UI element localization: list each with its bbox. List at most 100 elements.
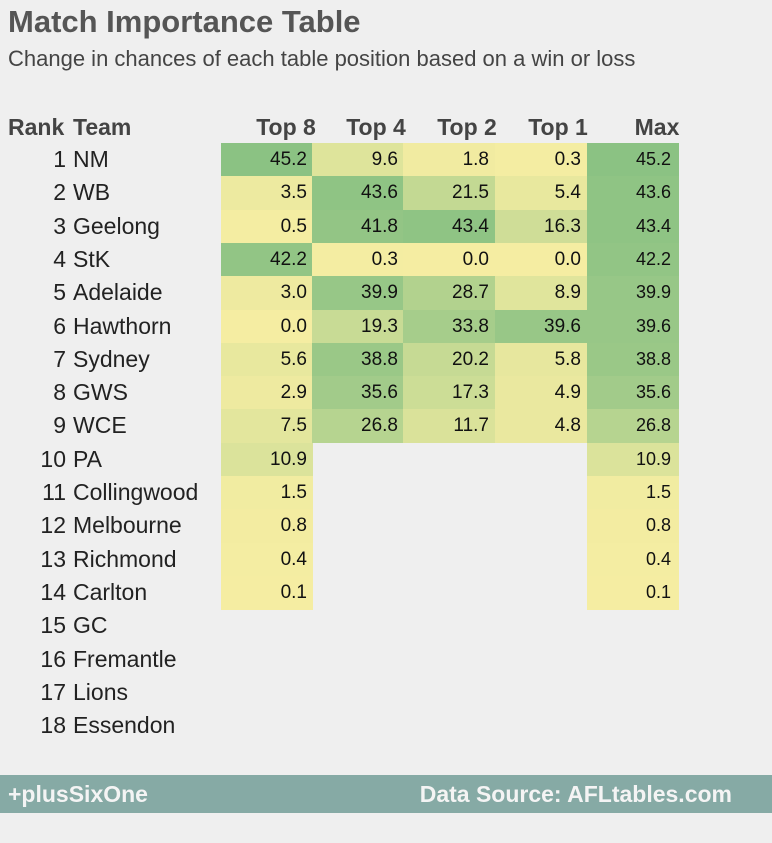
heat-cell: 41.8 <box>312 209 404 244</box>
heat-cell: 0.8 <box>221 509 313 544</box>
team-label: WB <box>73 179 111 206</box>
heat-cell: 39.9 <box>312 276 404 310</box>
header-top2: Top 2 <box>437 114 497 140</box>
chart-title: Match Importance Table <box>8 4 361 39</box>
heat-cell: 39.6 <box>587 309 679 344</box>
heat-cell: 8.9 <box>495 276 587 310</box>
heat-cell: 10.9 <box>587 442 679 477</box>
heat-cell: 21.5 <box>403 176 495 211</box>
heat-cell: 0.3 <box>312 242 404 277</box>
header-top4: Top 4 <box>346 114 406 140</box>
heat-cell: 0.0 <box>221 309 313 344</box>
rank-label: 16 <box>40 645 66 672</box>
heat-cell: 0.1 <box>221 575 313 610</box>
heat-cell: 20.2 <box>403 342 495 377</box>
team-label: PA <box>73 445 102 472</box>
heat-cell: 4.9 <box>495 376 587 410</box>
heat-cell: 0.0 <box>495 242 587 277</box>
team-label: Essendon <box>73 712 176 739</box>
rank-label: 2 <box>53 179 66 206</box>
rank-label: 11 <box>42 479 66 505</box>
heat-cell: 43.4 <box>403 209 495 244</box>
heat-cell: 3.0 <box>221 276 313 310</box>
heat-cell: 7.5 <box>221 409 313 444</box>
chart-subtitle: Change in chances of each table position… <box>8 46 636 71</box>
heat-cell: 9.6 <box>312 143 404 177</box>
heat-cell: 45.2 <box>587 143 679 177</box>
heat-cell: 42.2 <box>587 242 679 277</box>
rank-label: 7 <box>53 345 66 372</box>
heat-cell: 0.5 <box>221 209 313 244</box>
heat-cell: 0.1 <box>587 575 679 610</box>
rank-label: 3 <box>53 212 66 239</box>
heat-cell: 26.8 <box>312 409 404 444</box>
footer-bar: +plusSixOne Data Source: AFLtables.com <box>0 775 772 813</box>
heat-cell: 43.4 <box>587 209 679 244</box>
heat-cell: 0.4 <box>221 542 313 577</box>
heat-cell: 17.3 <box>403 376 495 410</box>
heat-cell: 3.5 <box>221 176 313 211</box>
team-label: GWS <box>73 379 128 406</box>
team-label: Adelaide <box>73 279 163 306</box>
heat-cell: 38.8 <box>587 342 679 377</box>
heat-cell: 5.8 <box>495 342 587 377</box>
heat-cell: 43.6 <box>312 176 404 211</box>
team-label: Melbourne <box>73 512 182 539</box>
team-label: Fremantle <box>73 645 177 672</box>
heat-cell: 1.8 <box>403 143 495 177</box>
rank-label: 4 <box>53 245 66 272</box>
team-label: Hawthorn <box>73 312 172 339</box>
heat-cell: 4.8 <box>495 409 587 444</box>
team-label: Sydney <box>73 345 150 372</box>
heat-cell: 43.6 <box>587 176 679 211</box>
heat-cell: 11.7 <box>403 409 495 444</box>
heat-cell: 28.7 <box>403 276 495 310</box>
heat-cell: 5.4 <box>495 176 587 211</box>
rank-label: 8 <box>53 379 66 406</box>
heat-cell: 26.8 <box>587 409 679 444</box>
heat-cell: 39.6 <box>495 309 587 344</box>
header-top8: Top 8 <box>256 114 316 140</box>
heat-cell: 10.9 <box>221 442 313 477</box>
heat-cell: 45.2 <box>221 143 313 177</box>
rank-label: 1 <box>53 146 66 172</box>
heat-cell: 39.9 <box>587 276 679 310</box>
heat-cell: 0.0 <box>403 242 495 277</box>
team-label: Collingwood <box>73 479 199 505</box>
footer-brand: +plusSixOne <box>8 781 148 807</box>
header-rank: Rank <box>8 114 65 140</box>
rank-label: 17 <box>40 678 66 705</box>
heat-cell: 35.6 <box>587 376 679 410</box>
team-label: WCE <box>73 412 127 439</box>
team-label: NM <box>73 146 109 172</box>
rank-label: 9 <box>53 412 66 439</box>
team-label: Lions <box>73 678 128 705</box>
team-label: Carlton <box>73 578 148 605</box>
rank-label: 10 <box>40 445 66 472</box>
header-team: Team <box>73 114 132 140</box>
heat-cell: 16.3 <box>495 209 587 244</box>
heat-cell: 19.3 <box>312 309 404 344</box>
heat-cell: 33.8 <box>403 309 495 344</box>
rank-label: 5 <box>53 279 66 306</box>
team-label: Richmond <box>73 545 177 572</box>
team-label: GC <box>73 612 108 639</box>
team-label: StK <box>73 245 111 272</box>
heat-cell: 5.6 <box>221 342 313 377</box>
heat-cell: 0.3 <box>495 143 587 177</box>
rank-label: 15 <box>40 612 66 639</box>
heat-cell: 35.6 <box>312 376 404 410</box>
heat-cell: 0.4 <box>587 542 679 577</box>
heat-cell: 2.9 <box>221 376 313 410</box>
rank-label: 14 <box>40 578 66 605</box>
heat-cell: 38.8 <box>312 342 404 377</box>
heat-cell: 1.5 <box>221 476 313 510</box>
rank-label: 12 <box>40 512 66 539</box>
header-top1: Top 1 <box>528 114 588 140</box>
footer-source: Data Source: AFLtables.com <box>419 781 732 807</box>
rank-label: 6 <box>53 312 66 339</box>
heat-cell: 0.8 <box>587 509 679 544</box>
rank-label: 18 <box>40 712 66 739</box>
rank-label: 13 <box>40 545 66 572</box>
heat-cell: 1.5 <box>587 476 679 510</box>
